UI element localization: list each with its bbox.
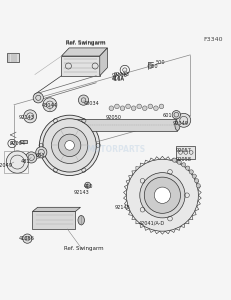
Ellipse shape [174, 119, 179, 130]
Circle shape [147, 104, 152, 109]
Ellipse shape [63, 119, 68, 130]
Circle shape [51, 127, 87, 164]
Circle shape [36, 147, 47, 158]
Polygon shape [61, 48, 107, 56]
Circle shape [125, 104, 130, 109]
Circle shape [84, 182, 90, 188]
Text: 92058: 92058 [175, 157, 190, 162]
Text: 601: 601 [36, 153, 45, 158]
Text: A: A [10, 141, 14, 146]
Text: 92013: 92013 [113, 72, 129, 77]
Circle shape [43, 98, 57, 112]
Polygon shape [61, 56, 99, 76]
Polygon shape [176, 146, 195, 159]
Circle shape [158, 104, 163, 109]
Text: 92049: 92049 [0, 163, 12, 168]
Text: 92143: 92143 [19, 116, 34, 121]
Circle shape [6, 151, 28, 173]
Wedge shape [141, 206, 167, 225]
Text: 92050: 92050 [105, 116, 121, 121]
Circle shape [195, 184, 200, 188]
Circle shape [131, 106, 135, 111]
Circle shape [176, 160, 181, 164]
Text: 500: 500 [148, 64, 157, 69]
Circle shape [43, 119, 96, 172]
Circle shape [64, 141, 74, 150]
Text: 41066: 41066 [19, 236, 34, 241]
Text: MOTORPARTS: MOTORPARTS [86, 146, 145, 154]
Circle shape [191, 174, 195, 178]
Text: Ref. Swingarm: Ref. Swingarm [64, 246, 103, 251]
Circle shape [139, 172, 184, 218]
Text: 42041/A-D: 42041/A-D [138, 220, 164, 226]
Circle shape [78, 95, 88, 105]
Polygon shape [7, 52, 18, 62]
Circle shape [23, 234, 32, 243]
Circle shape [33, 93, 43, 103]
Polygon shape [32, 212, 75, 229]
Text: 43044: 43044 [42, 103, 58, 108]
Circle shape [39, 115, 99, 176]
Circle shape [114, 104, 119, 109]
Circle shape [154, 187, 170, 203]
Polygon shape [99, 48, 107, 76]
Circle shape [58, 134, 80, 157]
Circle shape [171, 111, 180, 119]
Text: 416A: 416A [111, 76, 124, 82]
Text: F3340: F3340 [202, 37, 222, 42]
Circle shape [120, 106, 124, 111]
Text: 601: 601 [161, 113, 171, 118]
Text: Ref. Swingarm: Ref. Swingarm [66, 41, 105, 46]
Circle shape [176, 113, 190, 127]
Circle shape [136, 104, 141, 109]
Circle shape [24, 110, 36, 123]
Circle shape [144, 177, 180, 213]
Text: 92013: 92013 [111, 73, 127, 78]
Circle shape [126, 159, 198, 231]
Circle shape [185, 166, 189, 170]
Polygon shape [32, 207, 80, 212]
Wedge shape [141, 166, 167, 185]
Text: 43034: 43034 [83, 101, 99, 106]
Text: 416A: 416A [111, 76, 124, 81]
Circle shape [188, 170, 192, 174]
Text: 92049: 92049 [172, 121, 188, 126]
Wedge shape [168, 197, 191, 222]
Wedge shape [168, 169, 191, 193]
Circle shape [153, 106, 158, 111]
Text: 481: 481 [21, 159, 30, 164]
Text: 410: 410 [83, 184, 92, 189]
Text: 92004: 92004 [10, 141, 26, 146]
Wedge shape [132, 182, 149, 209]
Text: 92143: 92143 [73, 190, 89, 195]
Polygon shape [66, 119, 177, 130]
Polygon shape [20, 140, 27, 143]
Circle shape [194, 178, 198, 183]
Circle shape [172, 158, 176, 162]
Text: Ref. Swingarm: Ref. Swingarm [66, 40, 105, 45]
Ellipse shape [78, 215, 84, 225]
Text: 500: 500 [155, 61, 165, 65]
Text: 92057: 92057 [175, 148, 190, 152]
Circle shape [181, 163, 185, 167]
Circle shape [26, 152, 37, 163]
Circle shape [109, 106, 113, 111]
Circle shape [142, 106, 146, 111]
Text: 92145: 92145 [115, 205, 130, 210]
